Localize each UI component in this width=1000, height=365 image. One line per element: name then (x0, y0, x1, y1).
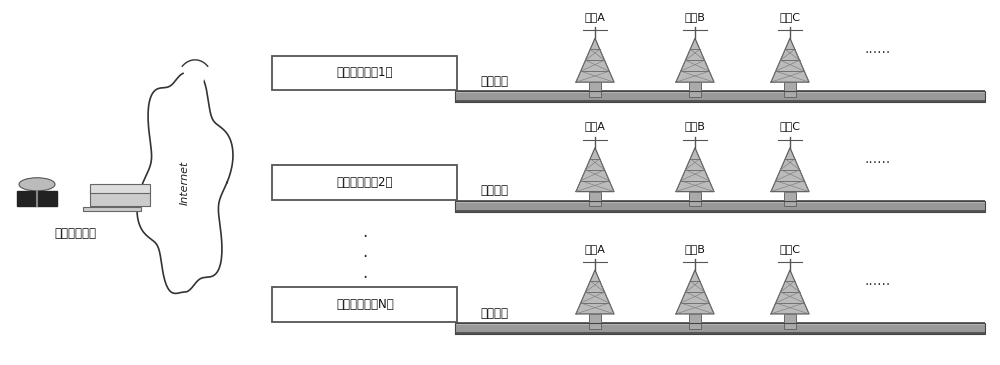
Bar (272, 165, 457, 200)
Text: 监控光缆: 监控光缆 (480, 75, 508, 88)
Bar (689, 314, 701, 328)
Text: 集中监控中心: 集中监控中心 (54, 227, 96, 240)
Polygon shape (576, 38, 614, 82)
Text: Internet: Internet (180, 160, 190, 205)
Text: 管塔B: 管塔B (685, 12, 705, 22)
Polygon shape (576, 270, 614, 314)
Polygon shape (676, 270, 714, 314)
Text: 管塔A: 管塔A (585, 12, 605, 22)
Bar (784, 314, 796, 328)
Text: 管塔B: 管塔B (685, 244, 705, 254)
Text: 管塔A: 管塔A (585, 122, 605, 131)
Polygon shape (576, 148, 614, 192)
Bar (589, 314, 601, 328)
Text: 区域监控中心1号: 区域监控中心1号 (337, 66, 393, 80)
Bar (589, 82, 601, 97)
Text: 区域监控中心N号: 区域监控中心N号 (336, 298, 394, 311)
Text: 管塔C: 管塔C (780, 12, 800, 22)
Bar (455, 100, 985, 102)
Text: ......: ...... (865, 274, 891, 288)
Text: 管塔B: 管塔B (685, 122, 705, 131)
Text: ......: ...... (865, 42, 891, 56)
Bar (689, 82, 701, 97)
Text: ......: ...... (865, 152, 891, 166)
Bar (455, 200, 985, 213)
Text: 管塔C: 管塔C (780, 122, 800, 131)
Circle shape (19, 178, 55, 191)
Bar (455, 332, 985, 334)
Polygon shape (771, 270, 809, 314)
Bar (784, 192, 796, 206)
Bar (689, 192, 701, 206)
Polygon shape (771, 148, 809, 192)
Text: 管塔A: 管塔A (585, 244, 605, 254)
Bar (90, 184, 150, 193)
Bar (455, 201, 985, 203)
Bar (455, 322, 985, 335)
Text: 区域监控中心2号: 区域监控中心2号 (337, 176, 393, 189)
Bar (455, 323, 985, 334)
Text: 监控光缆: 监控光缆 (480, 184, 508, 197)
Bar (455, 201, 985, 212)
Polygon shape (17, 191, 57, 206)
Bar (455, 323, 985, 334)
Polygon shape (771, 38, 809, 82)
Polygon shape (676, 38, 714, 82)
Polygon shape (676, 148, 714, 192)
Text: ·
·
·: · · · (362, 227, 368, 287)
Bar (455, 91, 985, 102)
Bar (455, 210, 985, 212)
Bar (455, 201, 985, 212)
Bar (784, 82, 796, 97)
Bar (90, 190, 150, 206)
Bar (455, 91, 985, 93)
Bar (455, 91, 985, 102)
Bar (455, 90, 985, 103)
Bar (272, 288, 457, 322)
Bar (455, 323, 985, 325)
Bar (83, 207, 141, 211)
Polygon shape (182, 60, 208, 88)
Bar (272, 55, 457, 90)
Bar (589, 192, 601, 206)
Text: 管塔C: 管塔C (780, 244, 800, 254)
Text: 监控光缆: 监控光缆 (480, 307, 508, 320)
Polygon shape (137, 72, 233, 293)
